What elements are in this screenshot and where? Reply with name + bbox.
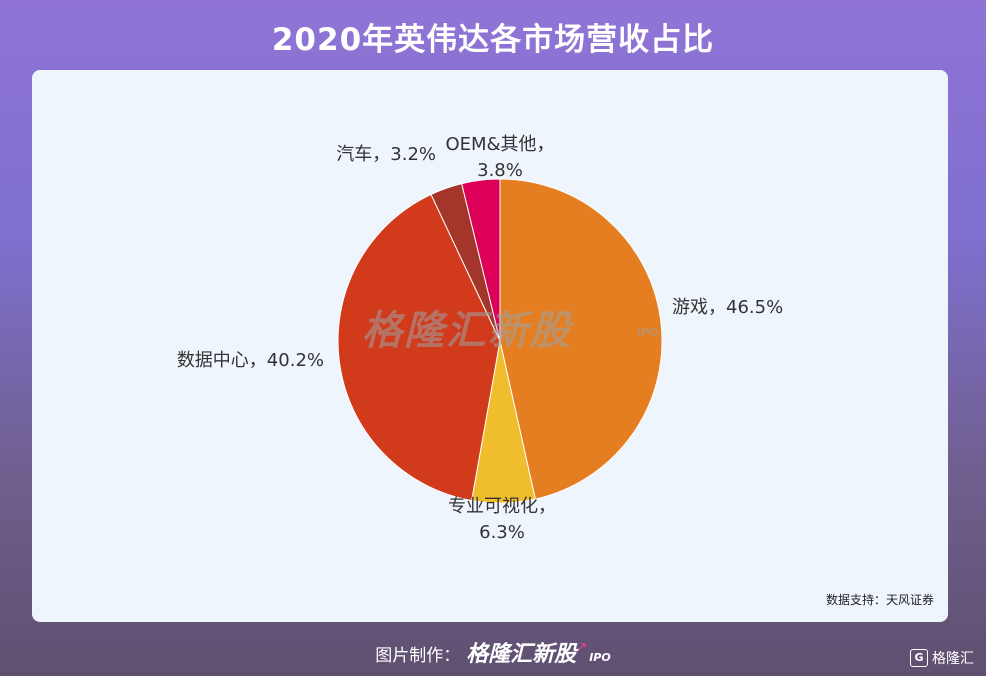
footer: 图片制作： 格隆汇新股↗IPO (0, 636, 986, 668)
pie-slice-2 (337, 193, 501, 502)
slice-label-4: OEM&其他， 3.8% (445, 134, 554, 181)
footer-brand: 格隆汇新股 (466, 642, 577, 667)
corner-logo-text: 格隆汇 (932, 651, 974, 667)
arrow-up-icon: ↗ (576, 640, 588, 655)
slice-label-2: 数据中心，40.2% (177, 350, 324, 371)
pie-chart: 游戏，46.5% 专业可视化， 6.3% 数据中心，40.2% 汽车，3.2% OEM&其… (177, 134, 783, 543)
watermark: 格隆汇新股 (362, 308, 572, 354)
footer-brand-sub: IPO (589, 651, 611, 664)
pie-slice-0 (499, 178, 663, 500)
footer-label: 图片制作： (375, 646, 461, 666)
slice-label-1: 专业可视化， 6.3% (448, 496, 556, 543)
data-source: 数据支持：天风证券 (825, 593, 934, 607)
chart-card: 游戏，46.5% 专业可视化， 6.3% 数据中心，40.2% 汽车，3.2% OEM&其… (32, 70, 948, 622)
pie-slice-4 (461, 178, 501, 342)
brand-logo-icon: G (910, 649, 928, 667)
slice-label-3: 汽车，3.2% (336, 144, 436, 165)
slice-label-0: 游戏，46.5% (672, 297, 783, 318)
chart-title: 2020年英伟达各市场营收占比 (271, 22, 715, 58)
watermark-sub: IPO (637, 326, 659, 339)
corner-logo: G 格隆汇 (910, 648, 974, 668)
